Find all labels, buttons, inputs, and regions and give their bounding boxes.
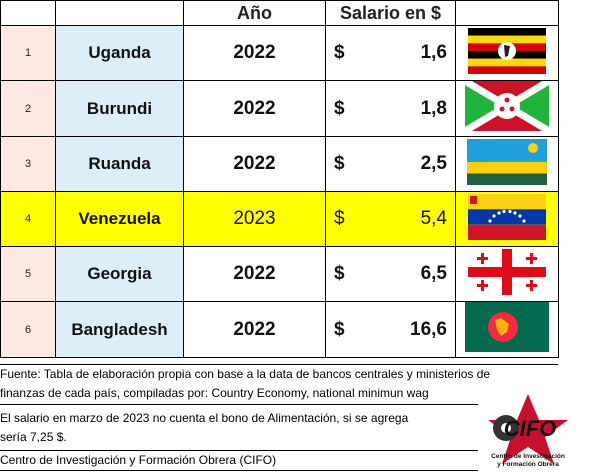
row-number: 3 bbox=[0, 136, 56, 192]
flag-cell bbox=[455, 136, 559, 192]
row-number: 4 bbox=[0, 191, 56, 247]
cifo-logo: CIFO Centro de Investigación y Formación… bbox=[488, 394, 568, 468]
country-name: Bangladesh bbox=[55, 301, 184, 358]
currency-symbol: $ bbox=[334, 153, 345, 174]
salary-amount: 1,6 bbox=[420, 42, 447, 63]
row-number: 6 bbox=[0, 301, 56, 358]
salary-amount: 2,5 bbox=[420, 153, 447, 174]
year-value: 2023 bbox=[183, 191, 326, 247]
table-row: 2 Burundi 2022 $1,8 bbox=[0, 80, 559, 137]
divider bbox=[0, 404, 478, 405]
bono-note-line1: El salario en marzo de 2023 no cuenta el… bbox=[0, 411, 409, 425]
currency-symbol: $ bbox=[334, 97, 345, 119]
row-number: 1 bbox=[0, 25, 56, 81]
row-number: 2 bbox=[0, 80, 56, 137]
header-year: Año bbox=[183, 0, 326, 26]
header-salary: Salario en $ bbox=[325, 0, 456, 26]
org-note: Centro de Investigación y Formación Obre… bbox=[0, 453, 277, 467]
year-value: 2022 bbox=[183, 25, 326, 81]
logo-caption-1: Centro de Investigación bbox=[491, 453, 565, 460]
salary-cell: $1,6 bbox=[325, 25, 456, 81]
source-note-line1: Fuente: Tabla de elaboración propia con … bbox=[0, 367, 491, 381]
bangladesh-flag-icon bbox=[465, 302, 549, 357]
currency-symbol: $ bbox=[334, 263, 345, 284]
salary-cell: $1,8 bbox=[325, 80, 456, 137]
table-row: 1 Uganda 2022 $1,6 bbox=[0, 25, 559, 81]
header-flag-cell bbox=[455, 0, 559, 26]
venezuela-flag-icon bbox=[468, 193, 546, 245]
header-country-cell bbox=[55, 0, 184, 26]
table-row: 5 Georgia 2022 $6,5 bbox=[0, 246, 559, 302]
divider bbox=[0, 364, 558, 365]
country-name: Burundi bbox=[55, 80, 184, 137]
year-value: 2022 bbox=[183, 136, 326, 192]
rwanda-flag-icon bbox=[467, 138, 547, 190]
country-name: Georgia bbox=[55, 246, 184, 302]
georgia-flag-icon bbox=[468, 248, 546, 300]
burundi-flag-icon bbox=[463, 81, 551, 136]
salary-cell: $5,4 bbox=[325, 191, 456, 247]
country-name: Uganda bbox=[55, 25, 184, 81]
flag-cell bbox=[455, 191, 559, 247]
country-name: Venezuela bbox=[55, 191, 184, 247]
header-num-cell bbox=[0, 0, 56, 26]
flag-cell bbox=[455, 301, 559, 358]
year-value: 2022 bbox=[183, 301, 326, 358]
source-note-line2: finanzas de cada país, compiladas por: C… bbox=[0, 386, 429, 400]
table-row: 3 Ruanda 2022 $2,5 bbox=[0, 136, 559, 192]
row-number: 5 bbox=[0, 246, 56, 302]
salary-table: Año Salario en $ 1 Uganda 2022 $1,6 2 Burundi… bbox=[0, 0, 559, 358]
logo-wordmark: CIFO bbox=[504, 416, 557, 441]
currency-symbol: $ bbox=[334, 318, 345, 340]
table-row: 6 Bangladesh 2022 $16,6 bbox=[0, 301, 559, 358]
salary-cell: $6,5 bbox=[325, 246, 456, 302]
logo-caption-2: y Formación Obrera bbox=[497, 461, 559, 468]
country-name: Ruanda bbox=[55, 136, 184, 192]
salary-cell: $16,6 bbox=[325, 301, 456, 358]
salary-amount: 1,8 bbox=[420, 97, 447, 119]
flag-cell bbox=[455, 246, 559, 302]
bono-note-line2: sería 7,25 $. bbox=[0, 430, 67, 444]
currency-symbol: $ bbox=[334, 42, 345, 63]
table-header-row: Año Salario en $ bbox=[0, 0, 559, 26]
salary-amount: 16,6 bbox=[410, 318, 447, 340]
table-row: 4 Venezuela 2023 $5,4 bbox=[0, 191, 559, 247]
divider bbox=[0, 470, 478, 471]
salary-amount: 6,5 bbox=[420, 263, 447, 284]
flag-cell bbox=[455, 80, 559, 137]
divider bbox=[0, 450, 478, 451]
salary-amount: 5,4 bbox=[420, 208, 447, 229]
year-value: 2022 bbox=[183, 80, 326, 137]
uganda-flag-icon bbox=[468, 27, 546, 79]
currency-symbol: $ bbox=[334, 208, 345, 229]
salary-cell: $2,5 bbox=[325, 136, 456, 192]
flag-cell bbox=[455, 25, 559, 81]
year-value: 2022 bbox=[183, 246, 326, 302]
